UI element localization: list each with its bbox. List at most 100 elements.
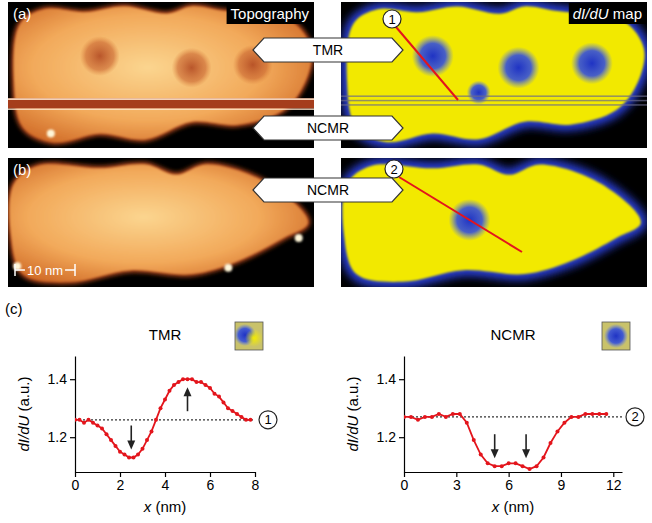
data-point xyxy=(548,441,552,445)
data-point xyxy=(154,418,158,422)
tag-label: TMR xyxy=(313,42,343,58)
data-point xyxy=(118,450,122,454)
y-axis: 1.2 1.4 xyxy=(48,357,76,473)
data-point xyxy=(136,453,140,457)
panel-label: (a) xyxy=(13,5,31,22)
data-point xyxy=(458,412,462,416)
data-point xyxy=(240,415,244,419)
arrow-head xyxy=(127,441,135,450)
profile-number: 1 xyxy=(388,12,395,27)
data-point xyxy=(181,377,185,381)
x-axis: 036912 xyxy=(401,472,623,493)
profile-marker xyxy=(259,411,277,429)
arrow xyxy=(491,434,499,458)
scan-line xyxy=(8,109,314,110)
arrow-head xyxy=(184,387,192,396)
tick-mark xyxy=(399,437,404,438)
chart-title: TMR xyxy=(149,326,182,343)
data-point xyxy=(213,392,217,396)
image-panel xyxy=(341,158,647,287)
arrow-head xyxy=(522,449,530,458)
data-point xyxy=(199,380,203,384)
data-point xyxy=(244,418,248,422)
data-point xyxy=(123,453,127,457)
tick: 9 xyxy=(558,472,566,493)
data-point xyxy=(96,424,100,428)
tick-label: 3 xyxy=(453,477,461,493)
inset-blob xyxy=(604,324,628,348)
italic-part: dI/dU xyxy=(15,416,32,452)
data-point xyxy=(465,421,469,425)
data-point xyxy=(159,406,163,410)
x-axis-title: x (nm) xyxy=(491,498,535,515)
profile-line xyxy=(75,379,251,457)
data-point xyxy=(514,461,518,465)
x-axis: 02468 xyxy=(72,472,260,493)
tick-mark xyxy=(70,379,75,380)
tick: 1.2 xyxy=(377,429,404,445)
tag-shape xyxy=(253,38,403,62)
tag-label: NCMR xyxy=(307,182,349,198)
image-title: Topography xyxy=(231,5,310,22)
inset-frame xyxy=(602,322,630,350)
axis-line xyxy=(405,472,623,473)
tick: 1.2 xyxy=(48,429,75,445)
data-point xyxy=(226,406,230,410)
data-point xyxy=(208,386,212,390)
data-point xyxy=(75,418,77,422)
y-axis-title: dI/dU (a.u.) xyxy=(344,376,361,451)
tick-label: 1.2 xyxy=(48,429,68,445)
inset-image xyxy=(602,322,630,350)
scale-bar-cap xyxy=(14,264,16,276)
scan-line xyxy=(8,98,314,100)
data-point xyxy=(78,418,82,422)
tick-label: 1.2 xyxy=(377,429,397,445)
tick: 0 xyxy=(401,472,409,493)
image-background xyxy=(8,158,314,287)
figure: (a)(b)TopographydI/dU map12TMRNCMRNCMR10… xyxy=(0,0,652,523)
profile-chart: 024681.21.4TMRx (nm)dI/dU (a.u.)1 xyxy=(15,322,277,515)
tick-label: 1.4 xyxy=(48,371,68,387)
data-point xyxy=(430,415,434,419)
adatom xyxy=(47,129,55,137)
data-point xyxy=(127,456,131,460)
data-point xyxy=(87,418,91,422)
data-point xyxy=(562,421,566,425)
profile-number: 2 xyxy=(631,409,638,424)
profile-chart: 0369121.21.4NCMRx (nm)dI/dU (a.u.)2 xyxy=(344,322,644,515)
plot-area xyxy=(75,377,255,459)
data-point xyxy=(132,456,136,460)
data-point xyxy=(163,398,167,402)
italic-part: dI/dU xyxy=(344,416,361,452)
spot xyxy=(497,47,539,89)
data-point xyxy=(204,383,208,387)
data-point xyxy=(109,438,113,442)
data-point xyxy=(535,464,539,468)
data-point xyxy=(521,464,525,468)
plain-part: (nm) xyxy=(499,498,534,515)
data-point xyxy=(190,377,194,381)
italic-part: dI/dU xyxy=(573,5,609,22)
tick: 3 xyxy=(453,472,461,493)
title-background xyxy=(569,3,646,24)
arrow xyxy=(522,434,530,458)
data-point xyxy=(172,383,176,387)
arrow xyxy=(127,426,135,450)
profile-line xyxy=(396,27,458,100)
data-point xyxy=(542,456,546,460)
profile-marker xyxy=(383,10,401,28)
data-point xyxy=(222,400,226,404)
inset-image xyxy=(235,322,263,350)
arrow xyxy=(184,387,192,411)
data-point xyxy=(141,447,145,451)
scan-stripe xyxy=(8,98,314,108)
data-point xyxy=(409,415,413,419)
tick-mark xyxy=(399,379,404,380)
tick: 6 xyxy=(505,472,513,493)
adatom xyxy=(224,264,232,272)
profile-marker xyxy=(385,160,403,178)
data-point xyxy=(486,461,490,465)
tick-label: 2 xyxy=(117,477,125,493)
data-point xyxy=(100,427,104,431)
axis-line xyxy=(404,357,405,473)
